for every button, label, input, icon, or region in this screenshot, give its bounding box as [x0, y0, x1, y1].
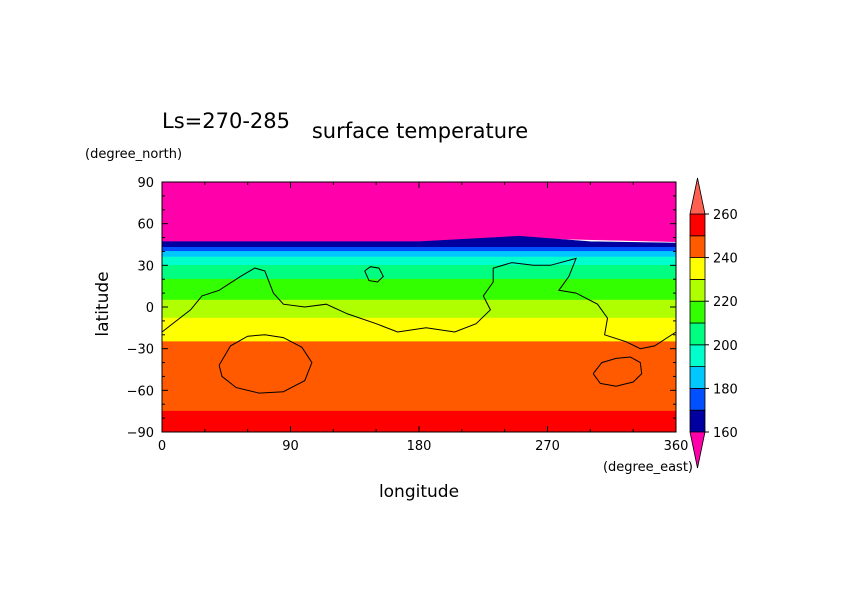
colorbar-swatch — [689, 213, 706, 237]
x-tick-label: 0 — [158, 439, 166, 454]
contour-island — [364, 266, 384, 283]
y-axis-units: (degree_north) — [85, 147, 182, 162]
chart-subtitle: Ls=270-285 — [162, 109, 290, 133]
colorbar-swatch — [689, 344, 706, 367]
y-tick-label: −90 — [127, 426, 154, 441]
colorbar-swatch — [689, 322, 706, 346]
contour-crater-east — [592, 356, 643, 387]
colorbar-arrow-top — [689, 177, 706, 215]
colorbar: 160 180 200 220 240 260 — [689, 177, 738, 469]
colorbar-tick-label: 200 — [713, 339, 738, 354]
heatmap-band-7 — [161, 299, 677, 319]
colorbar-swatch — [689, 257, 706, 280]
y-tick-label: −30 — [127, 343, 154, 358]
colorbar-tick-label: 180 — [713, 382, 738, 397]
x-tick-label: 270 — [535, 439, 560, 454]
heatmap-band-3 — [161, 251, 677, 258]
chart-title: surface temperature — [312, 119, 528, 143]
x-tick-label: 90 — [282, 439, 299, 454]
x-axis-units: (degree_east) — [603, 460, 693, 475]
x-axis-title: longitude — [379, 482, 459, 502]
colorbar-swatch — [689, 366, 706, 389]
colorbar-swatch — [689, 387, 706, 411]
y-axis-title: latitude — [93, 271, 113, 336]
heatmap-band-8 — [161, 317, 677, 343]
heatmap-band-6 — [161, 278, 677, 301]
contour-coastline — [161, 257, 677, 350]
colorbar-tick-label: 160 — [713, 426, 738, 441]
colorbar-tick-label: 240 — [713, 252, 738, 267]
contour-crater-west — [218, 334, 313, 394]
plot-area: 0 90 180 270 360 −90 −60 −30 0 30 60 90 — [127, 176, 689, 454]
colorbar-tick-label: 220 — [713, 295, 738, 310]
x-tick-label: 360 — [664, 439, 689, 454]
colorbar-swatch — [689, 409, 706, 433]
colorbar-arrow-bottom — [689, 431, 706, 469]
colorbar-swatch — [689, 300, 706, 324]
heatmap-band-4 — [161, 256, 677, 266]
x-tick-label: 180 — [407, 439, 432, 454]
colorbar-swatch — [689, 235, 706, 259]
heatmap-band-9 — [161, 341, 677, 412]
colorbar-swatch — [689, 278, 706, 302]
colorbar-tick-label: 260 — [713, 208, 738, 223]
y-tick-label: −60 — [127, 384, 154, 399]
heatmap-band-2 — [161, 247, 677, 252]
y-tick-label: 0 — [146, 301, 154, 316]
y-tick-label: 60 — [137, 218, 154, 233]
heatmap-band-0 — [161, 181, 677, 243]
y-tick-label: 30 — [137, 259, 154, 274]
y-tick-label: 90 — [137, 176, 154, 191]
